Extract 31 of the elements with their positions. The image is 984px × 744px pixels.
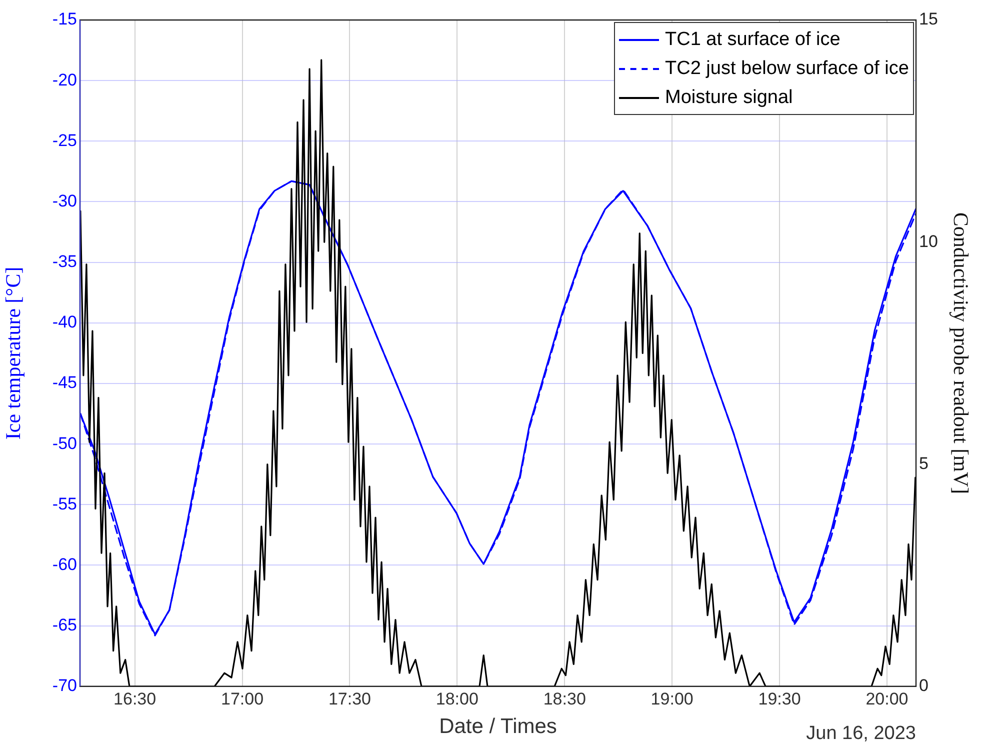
- y-tick-label: -30: [52, 191, 77, 210]
- text: Jun 16, 2023: [806, 723, 916, 744]
- y2-tick-label: 5: [919, 454, 928, 473]
- y-tick-label: -50: [52, 434, 77, 453]
- x-tick-label: 18:30: [543, 689, 586, 708]
- legend-label: Moisture signal: [665, 86, 793, 108]
- y2-tick-label: 15: [919, 10, 938, 29]
- x-tick-label: 18:00: [436, 689, 478, 708]
- legend-label: TC1 at surface of ice: [665, 28, 840, 50]
- y-tick-label: -15: [52, 10, 77, 29]
- y-axis-title: Ice temperature [°C]: [1, 266, 26, 440]
- y-tick-label: -20: [52, 70, 77, 90]
- y-tick-label: -45: [52, 373, 77, 392]
- x-axis-title: Date / Times: [439, 715, 557, 738]
- x-tick-label: 16:30: [114, 689, 156, 708]
- y-tick-label: -55: [52, 494, 77, 514]
- x-tick-label: 20:00: [866, 689, 908, 708]
- y2-tick-label: 10: [919, 232, 938, 251]
- x-tick-label: 17:30: [328, 689, 371, 708]
- x-tick-label: 19:00: [650, 689, 694, 708]
- x-tick-label: 19:30: [758, 689, 801, 708]
- legend-label: TC2 just below surface of ice: [665, 58, 909, 80]
- y-tick-label: -25: [52, 130, 77, 150]
- y-tick-label: -35: [52, 252, 77, 272]
- y2-axis-title: Conductivity probe readout [mV]: [948, 212, 973, 494]
- y-tick-label: -40: [52, 312, 77, 332]
- y-tick-label: -60: [52, 554, 77, 574]
- y-tick-label: -70: [52, 676, 77, 696]
- y2-tick-label: 0: [919, 676, 928, 696]
- x-tick-label: 17:00: [220, 689, 264, 708]
- y-tick-label: -65: [52, 616, 77, 635]
